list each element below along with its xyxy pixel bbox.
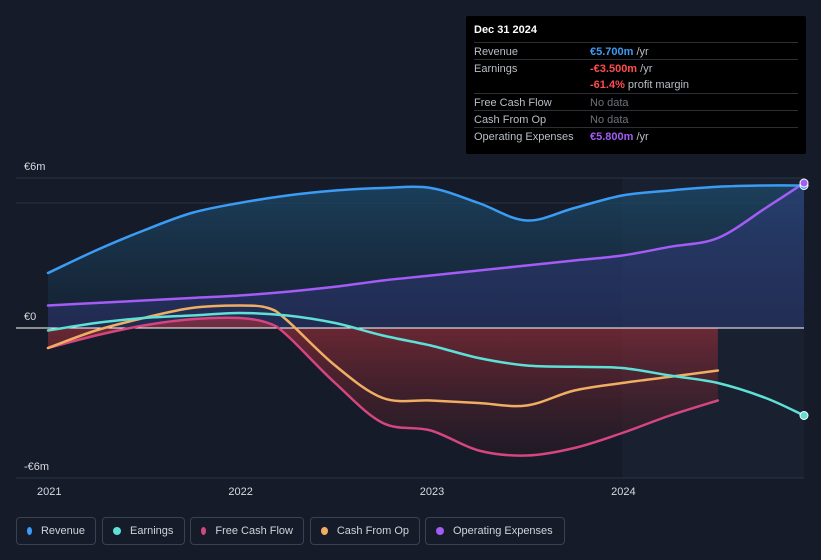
tooltip-row-opex: Operating Expenses €5.800m /yr	[474, 127, 798, 145]
operating-expenses-area	[48, 183, 804, 328]
x-tick-label: 2024	[611, 486, 635, 498]
y-tick-label: €6m	[24, 161, 45, 173]
tooltip: Dec 31 2024 Revenue €5.700m /yr Earnings…	[466, 16, 806, 154]
tooltip-value: €5.800m	[590, 131, 634, 143]
earnings-end-marker	[799, 411, 809, 420]
legend-item-free-cash-flow[interactable]: Free Cash Flow	[190, 517, 304, 545]
x-axis-labels: 2021 2022 2023 2024	[37, 486, 636, 498]
y-tick-label: -€6m	[24, 461, 49, 473]
free-cash-flow-line	[46, 316, 720, 457]
operating-expenses-end-marker	[799, 178, 809, 188]
tooltip-unit: /yr	[633, 46, 649, 58]
legend-label: Cash From Op	[336, 525, 409, 537]
revenue-line	[46, 184, 806, 275]
tooltip-value: No data	[590, 114, 629, 126]
legend-label: Free Cash Flow	[215, 525, 293, 537]
tooltip-label: Revenue	[474, 46, 519, 58]
y-tick-label: €0	[24, 311, 36, 323]
earnings-line	[46, 311, 806, 417]
legend-dot-icon	[27, 527, 32, 535]
x-tick-label: 2022	[228, 486, 252, 498]
tooltip-unit: profit margin	[624, 79, 690, 91]
legend-item-revenue[interactable]: Revenue	[16, 517, 96, 545]
x-tick-label: 2021	[37, 486, 61, 498]
series-lines	[46, 181, 806, 457]
legend-dot-icon	[113, 527, 121, 535]
x-tick-label: 2023	[420, 486, 444, 498]
tooltip-unit: /yr	[637, 63, 653, 75]
operating-expenses-line	[46, 181, 806, 307]
tooltip-value: No data	[590, 97, 629, 109]
tooltip-label: Earnings	[474, 63, 518, 75]
cash-from-op-line	[46, 304, 720, 408]
tooltip-unit: /yr	[633, 131, 649, 143]
legend-dot-icon	[201, 527, 207, 535]
tooltip-label: Cash From Op	[474, 114, 547, 126]
legend-dot-icon	[321, 527, 328, 535]
free-cash-flow-area	[48, 317, 718, 456]
tooltip-value: €5.700m	[590, 46, 634, 58]
legend-item-earnings[interactable]: Earnings	[102, 517, 185, 545]
legend-item-cash-from-op[interactable]: Cash From Op	[310, 517, 420, 545]
y-axis-labels: €6m €0 -€6m	[24, 161, 49, 473]
revenue-area	[48, 185, 804, 328]
tooltip-row-earnings: Earnings -€3.500m /yr	[474, 59, 798, 77]
tooltip-value: -€3.500m	[590, 63, 638, 75]
legend-label: Operating Expenses	[453, 525, 553, 537]
tooltip-value: -61.4%	[590, 79, 625, 91]
legend-item-operating-expenses[interactable]: Operating Expenses	[425, 517, 565, 545]
tooltip-row-margin: -61.4% profit margin	[474, 76, 798, 93]
tooltip-row-cfo: Cash From Op No data	[474, 110, 798, 128]
tooltip-row-fcf: Free Cash Flow No data	[474, 93, 798, 111]
tooltip-label: Free Cash Flow	[474, 97, 552, 109]
legend-dot-icon	[436, 527, 444, 535]
legend-label: Revenue	[40, 525, 85, 537]
series-end-markers	[799, 178, 809, 420]
series-areas	[48, 183, 804, 456]
tooltip-label: Operating Expenses	[474, 131, 574, 143]
legend-label: Earnings	[130, 525, 174, 537]
tooltip-row-revenue: Revenue €5.700m /yr	[474, 42, 798, 60]
tooltip-date: Dec 31 2024	[474, 24, 537, 36]
